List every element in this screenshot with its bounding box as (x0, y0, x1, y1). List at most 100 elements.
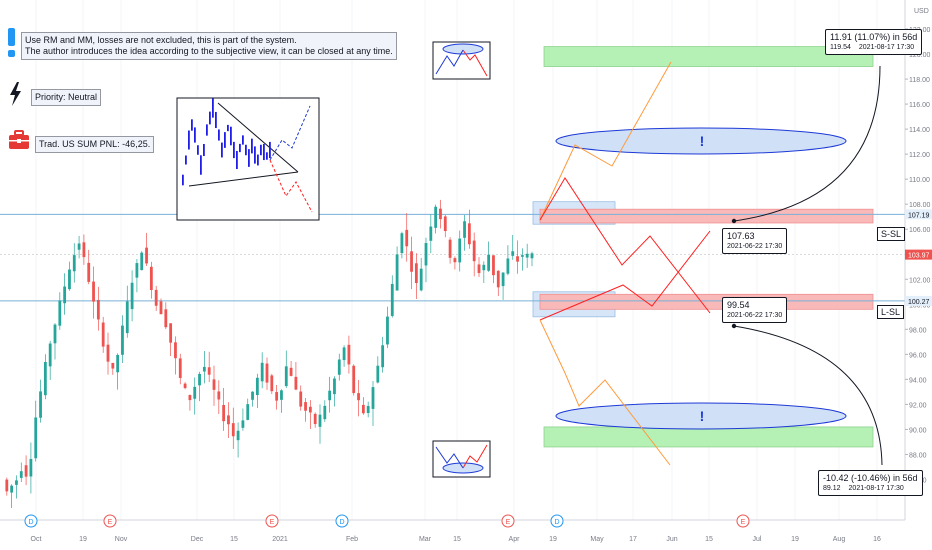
candle (149, 261, 153, 299)
candle-body (130, 282, 134, 310)
candle-body (477, 264, 481, 274)
candle (308, 400, 312, 429)
down-target-main: -10.42 (-10.46%) in 56d (823, 473, 918, 483)
candle (227, 402, 230, 438)
candle (207, 351, 211, 382)
priority-note: Priority: Neutral (31, 89, 102, 106)
candle (178, 353, 182, 385)
candle (284, 350, 288, 388)
candle-body (58, 300, 62, 326)
exclaim-lower: ! (700, 408, 705, 424)
y-tick-label: 118.00 (909, 77, 930, 84)
candle (443, 214, 447, 238)
event-circle (103, 514, 117, 528)
x-tick-label: Oct (31, 536, 42, 543)
candle (366, 401, 370, 418)
mini-bar (239, 143, 241, 153)
l-sl-tag: L-SL (877, 305, 905, 319)
down-target-date: 2021-08-17 17:30 (848, 485, 904, 492)
candle-body (400, 233, 404, 254)
candle-body (77, 243, 81, 250)
candle (458, 230, 462, 272)
candle (525, 243, 529, 268)
x-tick-label: 17 (629, 536, 637, 543)
mini-bar (200, 155, 202, 175)
candle-body (448, 239, 452, 258)
candle-body (24, 465, 28, 477)
mini-bar (251, 138, 253, 154)
mini-bar (218, 129, 220, 141)
mini-bar (182, 174, 184, 186)
candle-body (34, 417, 38, 459)
candle-body (149, 266, 153, 291)
lightning-icon (10, 82, 21, 106)
candle-body (5, 479, 9, 492)
candle-body (453, 258, 457, 263)
candle (251, 391, 254, 407)
event-circle (24, 514, 38, 528)
candle (357, 379, 360, 417)
zones (532, 46, 874, 448)
mini-bar (227, 124, 229, 132)
x-tick-label: Nov (115, 536, 128, 543)
candle (424, 237, 428, 283)
candle-body (525, 253, 529, 258)
candle (506, 245, 510, 276)
candle (520, 248, 524, 271)
price-label-text: 107.19 (908, 212, 930, 219)
up-arc (733, 65, 881, 222)
stop-zone (539, 208, 874, 224)
candle (246, 398, 250, 421)
double-top-thumbnail (432, 41, 491, 80)
candle (125, 285, 129, 338)
candle (323, 400, 327, 422)
candle-body (395, 254, 399, 291)
candle-body (424, 243, 428, 266)
candle-body (121, 325, 124, 355)
scenario-paths (539, 61, 883, 466)
candle (106, 332, 110, 375)
candle-body (337, 359, 341, 375)
candle-body (82, 242, 86, 258)
candle (361, 397, 365, 415)
mini-bar (221, 142, 223, 158)
candle (39, 379, 42, 423)
candle-body (178, 358, 182, 378)
event-circle (550, 514, 564, 528)
candle (516, 240, 519, 274)
candle-body (328, 390, 332, 401)
candle (48, 340, 52, 380)
event-letter: E (108, 519, 113, 526)
candle (255, 373, 259, 409)
y-tick-label: 94.00 (909, 377, 927, 384)
bull-path-top (539, 61, 672, 221)
event-letter: D (339, 519, 344, 526)
candle-body (467, 223, 471, 245)
event-earnings: E (265, 514, 279, 528)
x-tick-label: 15 (453, 536, 461, 543)
x-tick-label: May (590, 536, 604, 543)
candle-body (414, 263, 418, 284)
mini-bar (203, 143, 205, 157)
priority-text: Priority: Neutral (35, 92, 98, 102)
price-label: 103.97 (905, 249, 932, 260)
candle-body (318, 414, 322, 427)
mini-bar (269, 141, 271, 159)
pnl-text: Trad. US SUM PNL: -46,25. (39, 139, 151, 149)
mini-bar (263, 143, 265, 161)
event-letter: E (506, 519, 511, 526)
candle-body (333, 378, 336, 395)
x-tick-label: 19 (791, 536, 799, 543)
candle (15, 475, 18, 499)
candle-body (72, 255, 76, 272)
price-axis[interactable]: 86.0088.0090.0092.0094.0096.0098.00100.0… (904, 0, 932, 520)
candle (477, 257, 481, 277)
y-tick-label: 120.00 (909, 52, 931, 59)
time-axis[interactable]: Oct 19 Nov Dec 15 2021 Feb Mar 15 Apr 19 May 17 Jun 15… (0, 519, 905, 543)
candle-body (111, 362, 115, 369)
y-tick-label: 114.00 (909, 127, 930, 134)
triangle-pattern-thumbnail (176, 97, 320, 221)
candle-body (352, 365, 356, 394)
candle (77, 235, 81, 259)
